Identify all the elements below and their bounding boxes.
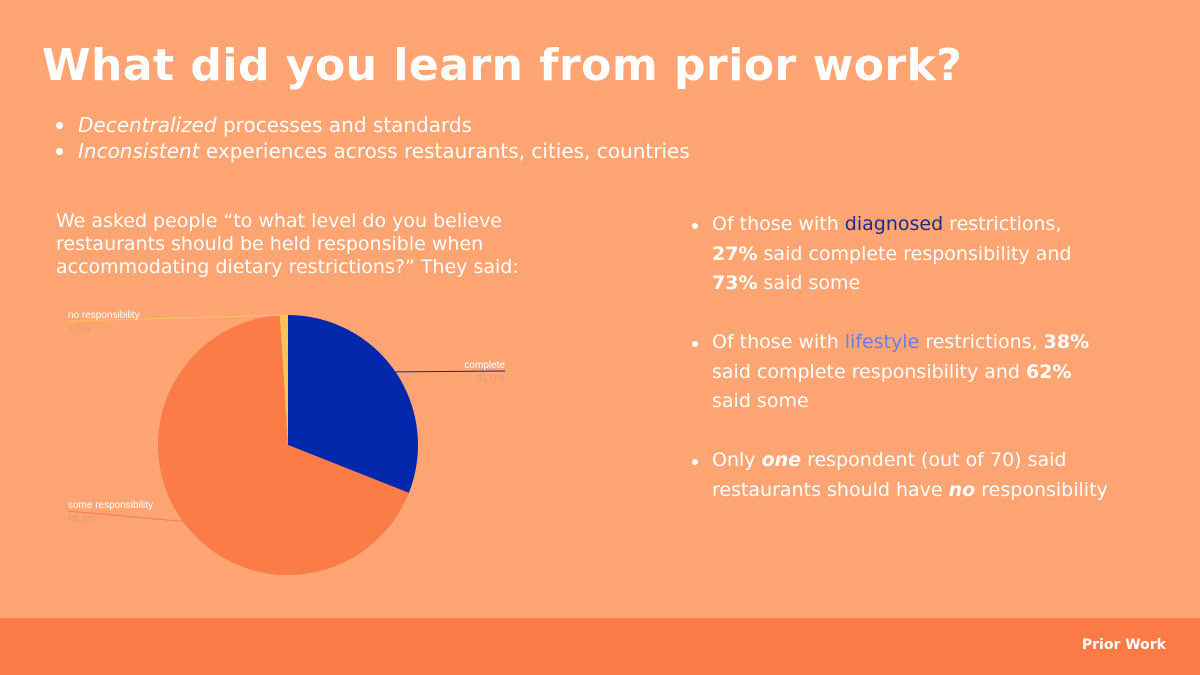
pie-slice-value: 1.0%	[68, 324, 91, 335]
finding-text: said complete responsibility and	[757, 242, 1072, 265]
intro-bullet-text: processes and standards	[216, 113, 473, 137]
pie-slice-label: complete	[464, 360, 505, 371]
responsibility-pie-chart: complete 31.0% some responsibility 68.0% no …	[67, 310, 506, 576]
finding-text: Of those with	[712, 331, 845, 353]
emphasis-no: no	[948, 478, 976, 501]
pie-slice-some-responsibility	[157, 315, 409, 576]
intro-bullet: Decentralized processes and standards	[56, 112, 690, 138]
pie-leader-line	[67, 314, 284, 322]
finding-text: responsibility	[975, 478, 1108, 501]
finding-diagnosed: Of those with diagnosed restrictions, 27…	[690, 210, 1110, 299]
pie-slice-label: some responsibility	[68, 500, 153, 511]
intro-bullet-emphasis: Decentralized	[78, 113, 217, 137]
pie-slice-value: 68.0%	[68, 514, 96, 525]
finding-lifestyle: Of those with lifestyle restrictions, 38…	[690, 328, 1110, 417]
finding-text: Of those with	[712, 213, 845, 235]
slide-title: What did you learn from prior work?	[42, 40, 963, 91]
pie-slice-no-responsibility	[279, 315, 288, 445]
emphasis-one: one	[761, 449, 802, 471]
pie-slice-value: 31.0%	[477, 374, 505, 385]
finding-no-responsibility: Only one respondent (out of 70) said res…	[690, 446, 1110, 505]
intro-bullet-emphasis: Inconsistent	[78, 139, 200, 163]
diagnosed-complete-pct: 27%	[712, 242, 758, 265]
pie-slice-complete	[288, 315, 419, 493]
findings-list: Of those with diagnosed restrictions, 27…	[690, 210, 1110, 535]
lifestyle-keyword: lifestyle	[844, 331, 920, 353]
survey-question: We asked people “to what level do you be…	[56, 210, 519, 278]
lifestyle-some-pct: 62%	[1026, 360, 1072, 383]
finding-text: Only	[712, 449, 762, 471]
intro-bullet-list: Decentralized processes and standards In…	[56, 112, 690, 164]
intro-bullet-text: experiences across restaurants, cities, …	[199, 139, 690, 163]
finding-text: said some	[712, 390, 809, 412]
finding-text: respondent (out of 70) said restaurants …	[712, 449, 1067, 501]
pie-leader-line	[67, 510, 183, 522]
diagnosed-some-pct: 73%	[712, 272, 758, 294]
finding-text: restrictions,	[943, 213, 1062, 235]
finding-text: restrictions,	[919, 331, 1044, 353]
footer-bar: Prior Work	[0, 618, 1200, 675]
pie-slice-label: no responsibility	[68, 310, 140, 321]
footer-section-label: Prior Work	[1081, 637, 1166, 653]
lifestyle-complete-pct: 38%	[1043, 331, 1090, 353]
finding-text: said some	[757, 272, 861, 294]
intro-bullet: Inconsistent experiences across restaura…	[56, 138, 690, 164]
diagnosed-keyword: diagnosed	[844, 213, 944, 235]
pie-leader-line	[395, 370, 506, 373]
finding-text: said complete responsibility and	[712, 360, 1027, 383]
